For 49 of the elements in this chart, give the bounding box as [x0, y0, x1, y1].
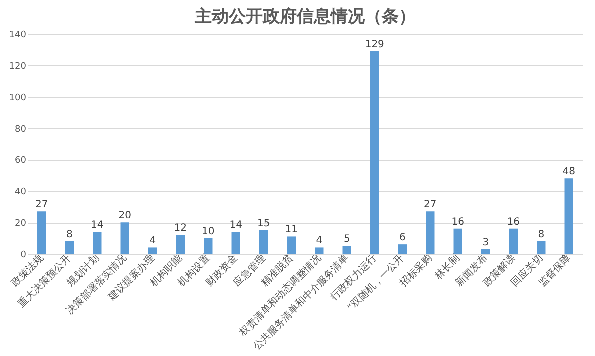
y-tick-label: 140 [9, 30, 27, 40]
data-label: 10 [202, 226, 215, 238]
data-label: 6 [399, 232, 406, 244]
data-label: 11 [285, 224, 298, 236]
bar [93, 232, 102, 254]
bar [38, 212, 46, 254]
bar [398, 244, 407, 254]
data-label: 27 [424, 200, 437, 211]
data-label: 8 [538, 229, 545, 240]
bar [148, 248, 158, 254]
y-tick-label: 60 [15, 156, 27, 166]
bar [537, 241, 546, 254]
bar [509, 228, 518, 254]
bar [176, 235, 185, 254]
y-tick-label: 0 [20, 250, 27, 260]
data-label: 16 [507, 216, 520, 228]
bar [342, 246, 352, 254]
data-label: 8 [66, 229, 73, 240]
bar [65, 241, 74, 254]
data-label: 14 [91, 220, 104, 231]
data-label: 16 [452, 216, 464, 228]
y-tick-label: 80 [15, 124, 27, 135]
bar [232, 232, 240, 254]
data-label: 129 [365, 39, 384, 50]
data-label: 5 [344, 234, 350, 246]
data-label: 20 [118, 210, 132, 222]
bar [287, 236, 296, 254]
data-label: 27 [36, 200, 48, 211]
bar [454, 228, 462, 254]
bar [204, 238, 213, 254]
data-label: 12 [174, 223, 187, 234]
y-tick-label: 120 [9, 62, 27, 72]
bar [564, 178, 574, 254]
bar [315, 248, 324, 254]
bar [260, 230, 268, 254]
data-label: 15 [258, 218, 270, 230]
data-label: 4 [150, 236, 156, 247]
data-label: 4 [316, 236, 323, 247]
bar [426, 212, 435, 254]
y-tick-label: 100 [9, 93, 27, 104]
data-label: 3 [482, 237, 490, 248]
data-label: 14 [230, 220, 242, 231]
bar [120, 222, 130, 254]
y-tick-label: 40 [15, 188, 27, 198]
bar [370, 51, 380, 254]
data-label: 48 [562, 166, 576, 178]
chart-title: 主动公开政府信息情况（条） [194, 7, 416, 27]
y-tick-label: 20 [15, 219, 27, 230]
bar [482, 249, 490, 254]
